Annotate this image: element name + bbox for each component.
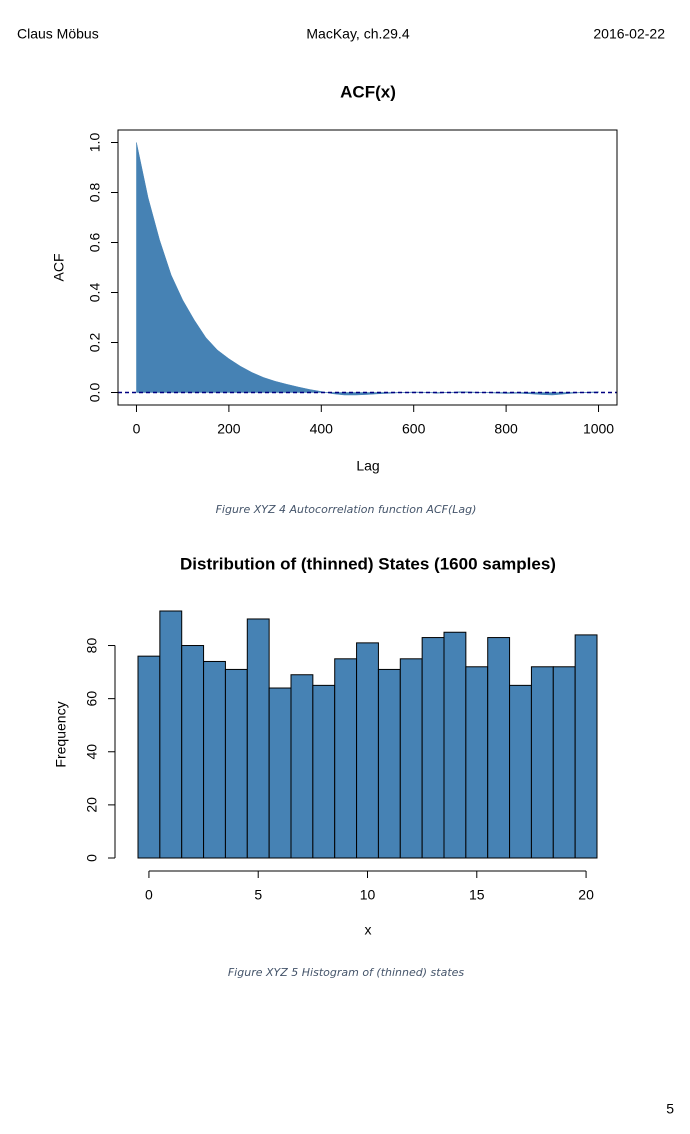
header-left: Claus Möbus <box>17 26 99 42</box>
caption: Figure XYZ 4 Autocorrelation function AC… <box>216 503 477 516</box>
y-tick-label: 0.0 <box>87 383 103 403</box>
chart-title: Distribution of (thinned) States (1600 s… <box>180 554 556 573</box>
y-tick-label: 80 <box>84 638 100 654</box>
header-right: 2016-02-22 <box>593 26 665 42</box>
y-tick-label: 20 <box>84 797 100 813</box>
x-tick-label: 0 <box>145 887 153 903</box>
histogram-bar <box>137 655 161 859</box>
histogram-bar <box>334 658 358 859</box>
y-tick-label: 0.4 <box>87 283 103 303</box>
histogram-bar <box>224 668 248 859</box>
y-tick-label: 0.8 <box>87 183 103 203</box>
y-tick-label: 0.6 <box>87 233 103 253</box>
histogram-bar <box>356 642 379 859</box>
y-tick-label: 0.2 <box>87 333 103 353</box>
x-tick-label: 0 <box>133 421 141 437</box>
x-tick-label: 20 <box>578 887 594 903</box>
x-tick-label: 200 <box>217 421 241 437</box>
y-tick-label: 1.0 <box>87 133 103 153</box>
x-tick-label: 5 <box>254 887 262 903</box>
histogram-bar <box>181 645 205 859</box>
y-axis-label: Frequency <box>53 701 69 767</box>
x-axis-label: Lag <box>356 458 379 474</box>
histogram-bar <box>246 618 270 859</box>
y-axis-label: ACF <box>51 254 67 282</box>
histogram-bar <box>530 666 554 859</box>
y-tick-label: 40 <box>84 744 100 760</box>
histogram-bar <box>487 637 511 859</box>
histogram-bar <box>509 684 532 859</box>
x-tick-label: 1000 <box>583 421 614 437</box>
x-tick-label: 400 <box>310 421 334 437</box>
chart-title: ACF(x) <box>340 82 396 101</box>
histogram-bar <box>377 668 401 859</box>
x-tick-label: 800 <box>494 421 518 437</box>
histogram-bar <box>290 674 314 859</box>
histogram-bar <box>159 610 183 859</box>
y-tick-label: 60 <box>84 691 100 707</box>
header-center: MacKay, ch.29.4 <box>306 26 409 42</box>
acf-area <box>136 142 599 396</box>
histogram-bar <box>312 684 336 859</box>
histogram-bar <box>421 637 445 859</box>
caption: Figure XYZ 5 Histogram of (thinned) stat… <box>228 966 465 979</box>
histogram-bar <box>574 634 598 859</box>
x-tick-label: 15 <box>469 887 485 903</box>
histogram-bar <box>552 666 576 859</box>
x-axis-label: x <box>365 922 372 938</box>
histogram-bar <box>203 660 226 859</box>
histogram-bar <box>268 687 292 859</box>
x-tick-label: 600 <box>402 421 426 437</box>
page-number: 5 <box>666 1101 674 1117</box>
histogram-bar <box>399 658 423 859</box>
histogram-bar <box>443 631 467 859</box>
y-tick-label: 0 <box>84 854 100 862</box>
x-tick-label: 10 <box>360 887 376 903</box>
histogram-bar <box>465 666 489 859</box>
